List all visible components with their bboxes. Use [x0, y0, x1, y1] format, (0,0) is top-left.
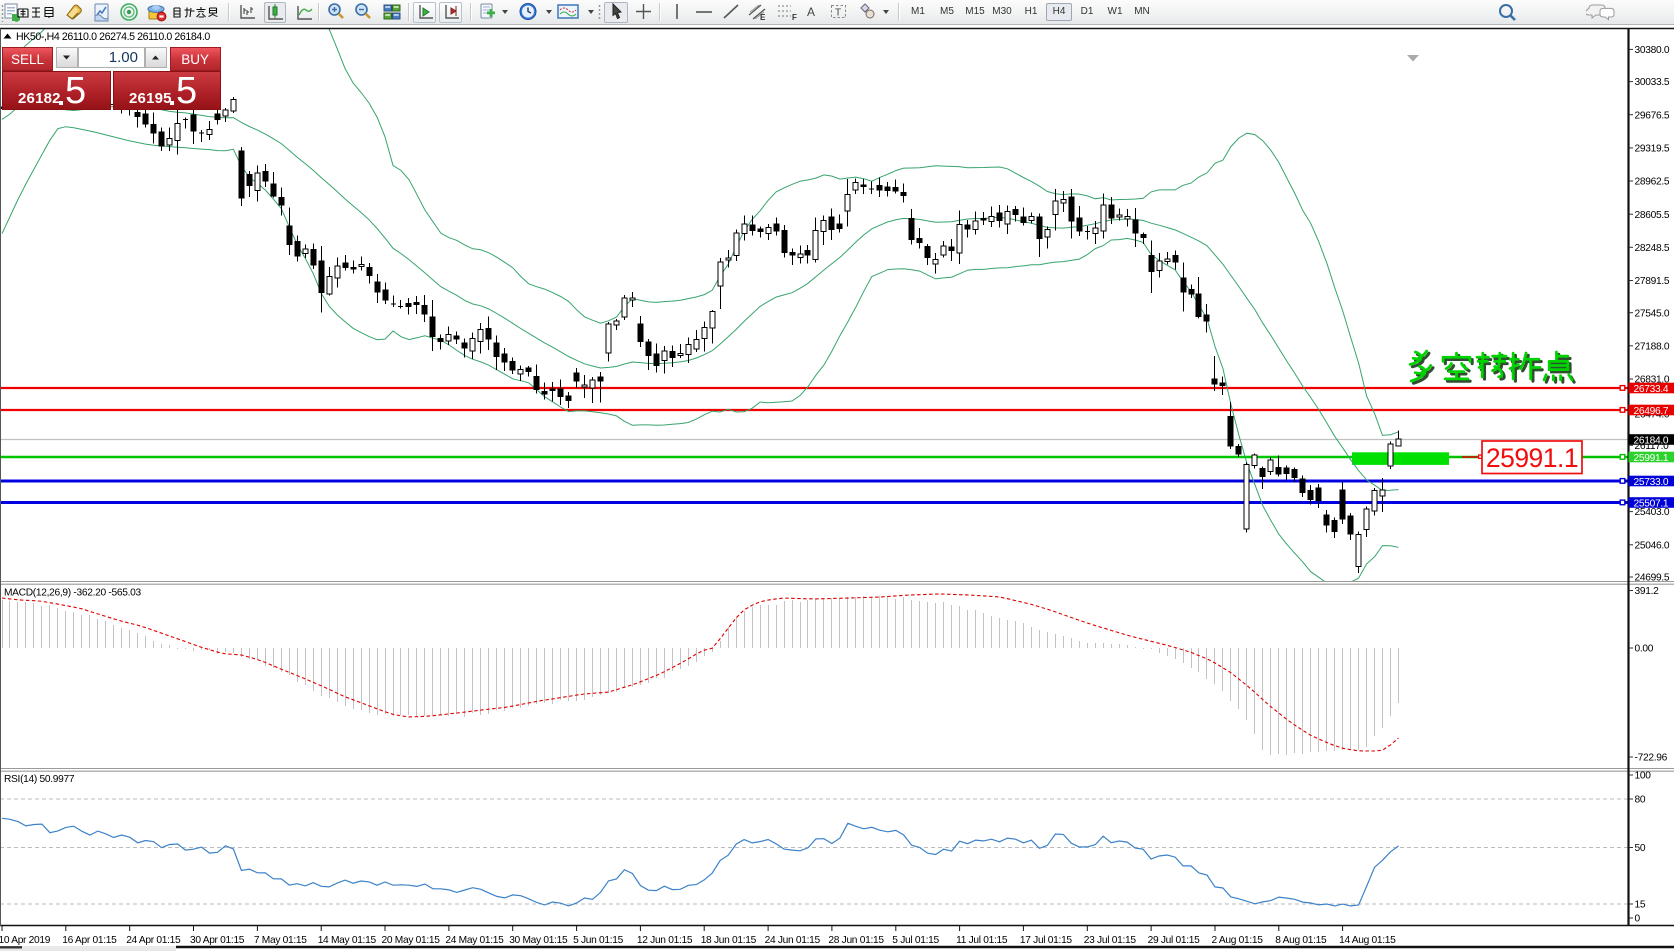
svg-text:8 Aug 01:15: 8 Aug 01:15 [1275, 935, 1327, 946]
svg-text:14 May 01:15: 14 May 01:15 [318, 935, 377, 946]
svg-text:24 Jun 01:15: 24 Jun 01:15 [765, 935, 821, 946]
svg-text:30 Apr 01:15: 30 Apr 01:15 [190, 935, 245, 946]
svg-text:27545.0: 27545.0 [1635, 308, 1670, 319]
svg-text:26496.7: 26496.7 [1634, 406, 1669, 417]
svg-text:2 Aug 01:15: 2 Aug 01:15 [1212, 935, 1264, 946]
svg-text:E: E [760, 13, 766, 22]
svg-text:18 Jun 01:15: 18 Jun 01:15 [701, 935, 757, 946]
svg-text:25733.0: 25733.0 [1634, 477, 1669, 488]
svg-text:F: F [792, 13, 797, 22]
svg-text:24 Apr 01:15: 24 Apr 01:15 [126, 935, 181, 946]
svg-text:30033.5: 30033.5 [1635, 77, 1670, 88]
svg-text:26733.4: 26733.4 [1634, 384, 1669, 395]
svg-text:24699.5: 24699.5 [1635, 573, 1670, 584]
svg-text:29676.5: 29676.5 [1635, 110, 1670, 121]
svg-text:27188.0: 27188.0 [1635, 341, 1670, 352]
svg-text:20 May 01:15: 20 May 01:15 [382, 935, 441, 946]
svg-text:28248.5: 28248.5 [1635, 243, 1670, 254]
svg-text:RSI(14) 50.9977: RSI(14) 50.9977 [4, 774, 75, 785]
svg-text:30 May 01:15: 30 May 01:15 [509, 935, 568, 946]
svg-text:0.00: 0.00 [1635, 644, 1654, 655]
svg-text:14 Aug 01:15: 14 Aug 01:15 [1339, 935, 1396, 946]
svg-text:7 May 01:15: 7 May 01:15 [254, 935, 307, 946]
svg-text:25403.0: 25403.0 [1635, 507, 1670, 518]
svg-text:29 Jul 01:15: 29 Jul 01:15 [1148, 935, 1201, 946]
svg-text:-722.96: -722.96 [1635, 753, 1668, 764]
svg-text:80: 80 [1635, 795, 1646, 806]
svg-text:29319.5: 29319.5 [1635, 144, 1670, 155]
svg-text:26831.0: 26831.0 [1635, 375, 1670, 386]
svg-text:10 Apr 2019: 10 Apr 2019 [0, 935, 51, 946]
svg-text:23 Jul 01:15: 23 Jul 01:15 [1084, 935, 1137, 946]
svg-text:5 Jul 01:15: 5 Jul 01:15 [892, 935, 939, 946]
svg-text:0: 0 [1635, 914, 1641, 925]
svg-text:5 Jun 01:15: 5 Jun 01:15 [573, 935, 624, 946]
svg-text:HK50-,H4 26110.0 26274.5 2611: HK50-,H4 26110.0 26274.5 26110.0 26184.0 [16, 31, 210, 43]
svg-text:28605.5: 28605.5 [1635, 210, 1670, 221]
svg-text:26184.0: 26184.0 [1634, 435, 1669, 446]
svg-text:11 Jul 01:15: 11 Jul 01:15 [956, 935, 1008, 946]
svg-text:25507.1: 25507.1 [1634, 498, 1669, 509]
svg-text:25991.1: 25991.1 [1486, 443, 1578, 473]
svg-text:28962.5: 28962.5 [1635, 177, 1670, 188]
svg-text:25991.1: 25991.1 [1634, 453, 1669, 464]
svg-text:25046.0: 25046.0 [1635, 540, 1670, 551]
svg-text:17 Jul 01:15: 17 Jul 01:15 [1020, 935, 1073, 946]
svg-text:16 Apr 01:15: 16 Apr 01:15 [62, 935, 117, 946]
svg-text:50: 50 [1635, 843, 1646, 854]
svg-text:28 Jun 01:15: 28 Jun 01:15 [828, 935, 884, 946]
svg-text:30380.0: 30380.0 [1635, 45, 1670, 56]
svg-text:27891.5: 27891.5 [1635, 276, 1670, 287]
svg-text:24 May 01:15: 24 May 01:15 [445, 935, 504, 946]
svg-text:391.2: 391.2 [1635, 586, 1660, 597]
svg-text:15: 15 [1635, 900, 1646, 911]
svg-text:T: T [835, 8, 841, 19]
svg-text:MACD(12,26,9) -362.20 -565.03: MACD(12,26,9) -362.20 -565.03 [4, 588, 141, 599]
svg-text:100: 100 [1635, 771, 1652, 782]
svg-text:26117.0: 26117.0 [1635, 441, 1670, 452]
svg-text:12 Jun 01:15: 12 Jun 01:15 [637, 935, 693, 946]
